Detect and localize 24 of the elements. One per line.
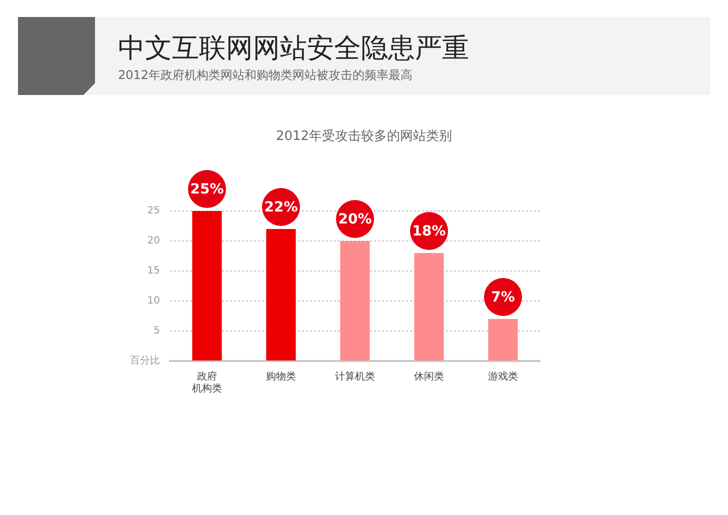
y-tick-label: 20 <box>147 236 160 247</box>
chart-subtitle: 2012年政府机构类网站和购物类网站被攻击的频率最高 <box>118 67 413 84</box>
bar <box>266 229 296 360</box>
bar <box>414 253 444 360</box>
x-tick-label: 购物类 <box>266 370 296 383</box>
data-label: 25% <box>190 182 224 198</box>
bar <box>192 211 222 360</box>
data-label: 7% <box>491 290 515 306</box>
x-tick-label: 游戏类 <box>488 370 518 383</box>
y-tick-label: 5 <box>154 326 160 337</box>
y-tick-label: 10 <box>147 296 160 307</box>
y-tick-label: 25 <box>147 206 160 217</box>
y-tick-label: 百分比 <box>130 354 160 367</box>
data-label: 18% <box>412 224 446 240</box>
text: 2012年受攻击较多的网站类别 <box>274 128 454 145</box>
x-tick-label: 休闲类 <box>414 370 444 383</box>
bar <box>340 241 370 360</box>
x-tick-label: 政府机构类 <box>192 370 222 395</box>
chart-title: 中文互联网网站安全隐患严重 <box>118 32 469 66</box>
y-tick-label: 15 <box>147 266 160 277</box>
x-tick-label: 计算机类 <box>335 370 375 383</box>
bar <box>488 319 518 360</box>
data-label: 22% <box>264 200 298 216</box>
data-label: 20% <box>338 212 372 228</box>
